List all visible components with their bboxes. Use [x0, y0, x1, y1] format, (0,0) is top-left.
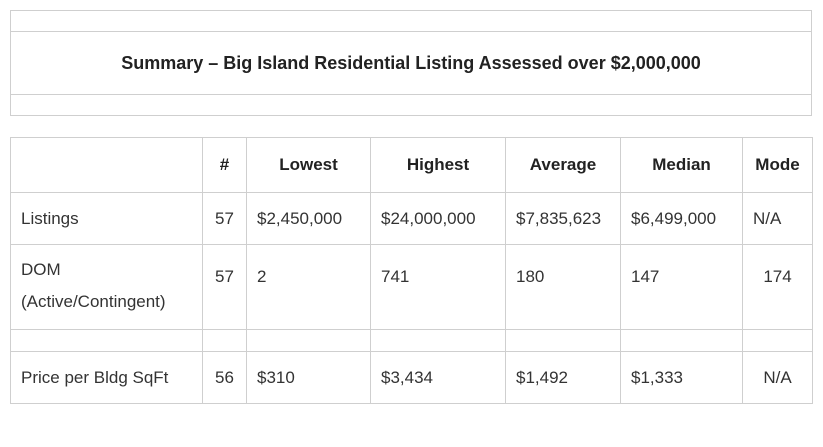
- row-label-line1: DOM: [21, 260, 61, 279]
- cell-lowest: $310: [246, 351, 371, 404]
- header-cell-average: Average: [505, 137, 621, 193]
- header-cell-median: Median: [620, 137, 743, 193]
- header-cell-label: [10, 137, 203, 193]
- cell-lowest: 2: [246, 244, 371, 330]
- cell-median: $6,499,000: [620, 192, 743, 245]
- cell-highest: $24,000,000: [370, 192, 506, 245]
- summary-table: # Lowest Highest Average Median Mode Lis…: [10, 137, 813, 404]
- title-spacer-bottom: [10, 94, 812, 116]
- row-label: DOM (Active/Contingent): [10, 244, 203, 330]
- cell-average: $1,492: [505, 351, 621, 404]
- cell-mode: N/A: [742, 192, 813, 245]
- cell-median: 147: [620, 244, 743, 330]
- table-row: DOM (Active/Contingent) 57 2 741 180 147…: [10, 244, 813, 330]
- cell-median: $1,333: [620, 351, 743, 404]
- cell-mode: 174: [742, 244, 813, 330]
- cell-count: 57: [202, 244, 247, 330]
- row-label: Price per Bldg SqFt: [10, 351, 203, 404]
- cell-lowest: $2,450,000: [246, 192, 371, 245]
- table-row: Listings 57 $2,450,000 $24,000,000 $7,83…: [10, 192, 813, 245]
- page-title: Summary – Big Island Residential Listing…: [10, 31, 812, 95]
- cell-average: $7,835,623: [505, 192, 621, 245]
- header-cell-lowest: Lowest: [246, 137, 371, 193]
- table-row: Price per Bldg SqFt 56 $310 $3,434 $1,49…: [10, 351, 813, 404]
- row-label-line2: (Active/Contingent): [21, 292, 166, 311]
- cell-count: 56: [202, 351, 247, 404]
- cell-highest: $3,434: [370, 351, 506, 404]
- table-spacer-row: [10, 329, 813, 352]
- cell-mode: N/A: [742, 351, 813, 404]
- summary-title-table: Summary – Big Island Residential Listing…: [10, 10, 812, 116]
- header-cell-count: #: [202, 137, 247, 193]
- header-cell-highest: Highest: [370, 137, 506, 193]
- header-cell-mode: Mode: [742, 137, 813, 193]
- row-label: Listings: [10, 192, 203, 245]
- cell-average: 180: [505, 244, 621, 330]
- cell-highest: 741: [370, 244, 506, 330]
- cell-count: 57: [202, 192, 247, 245]
- title-spacer-top: [10, 10, 812, 32]
- table-header-row: # Lowest Highest Average Median Mode: [10, 137, 813, 193]
